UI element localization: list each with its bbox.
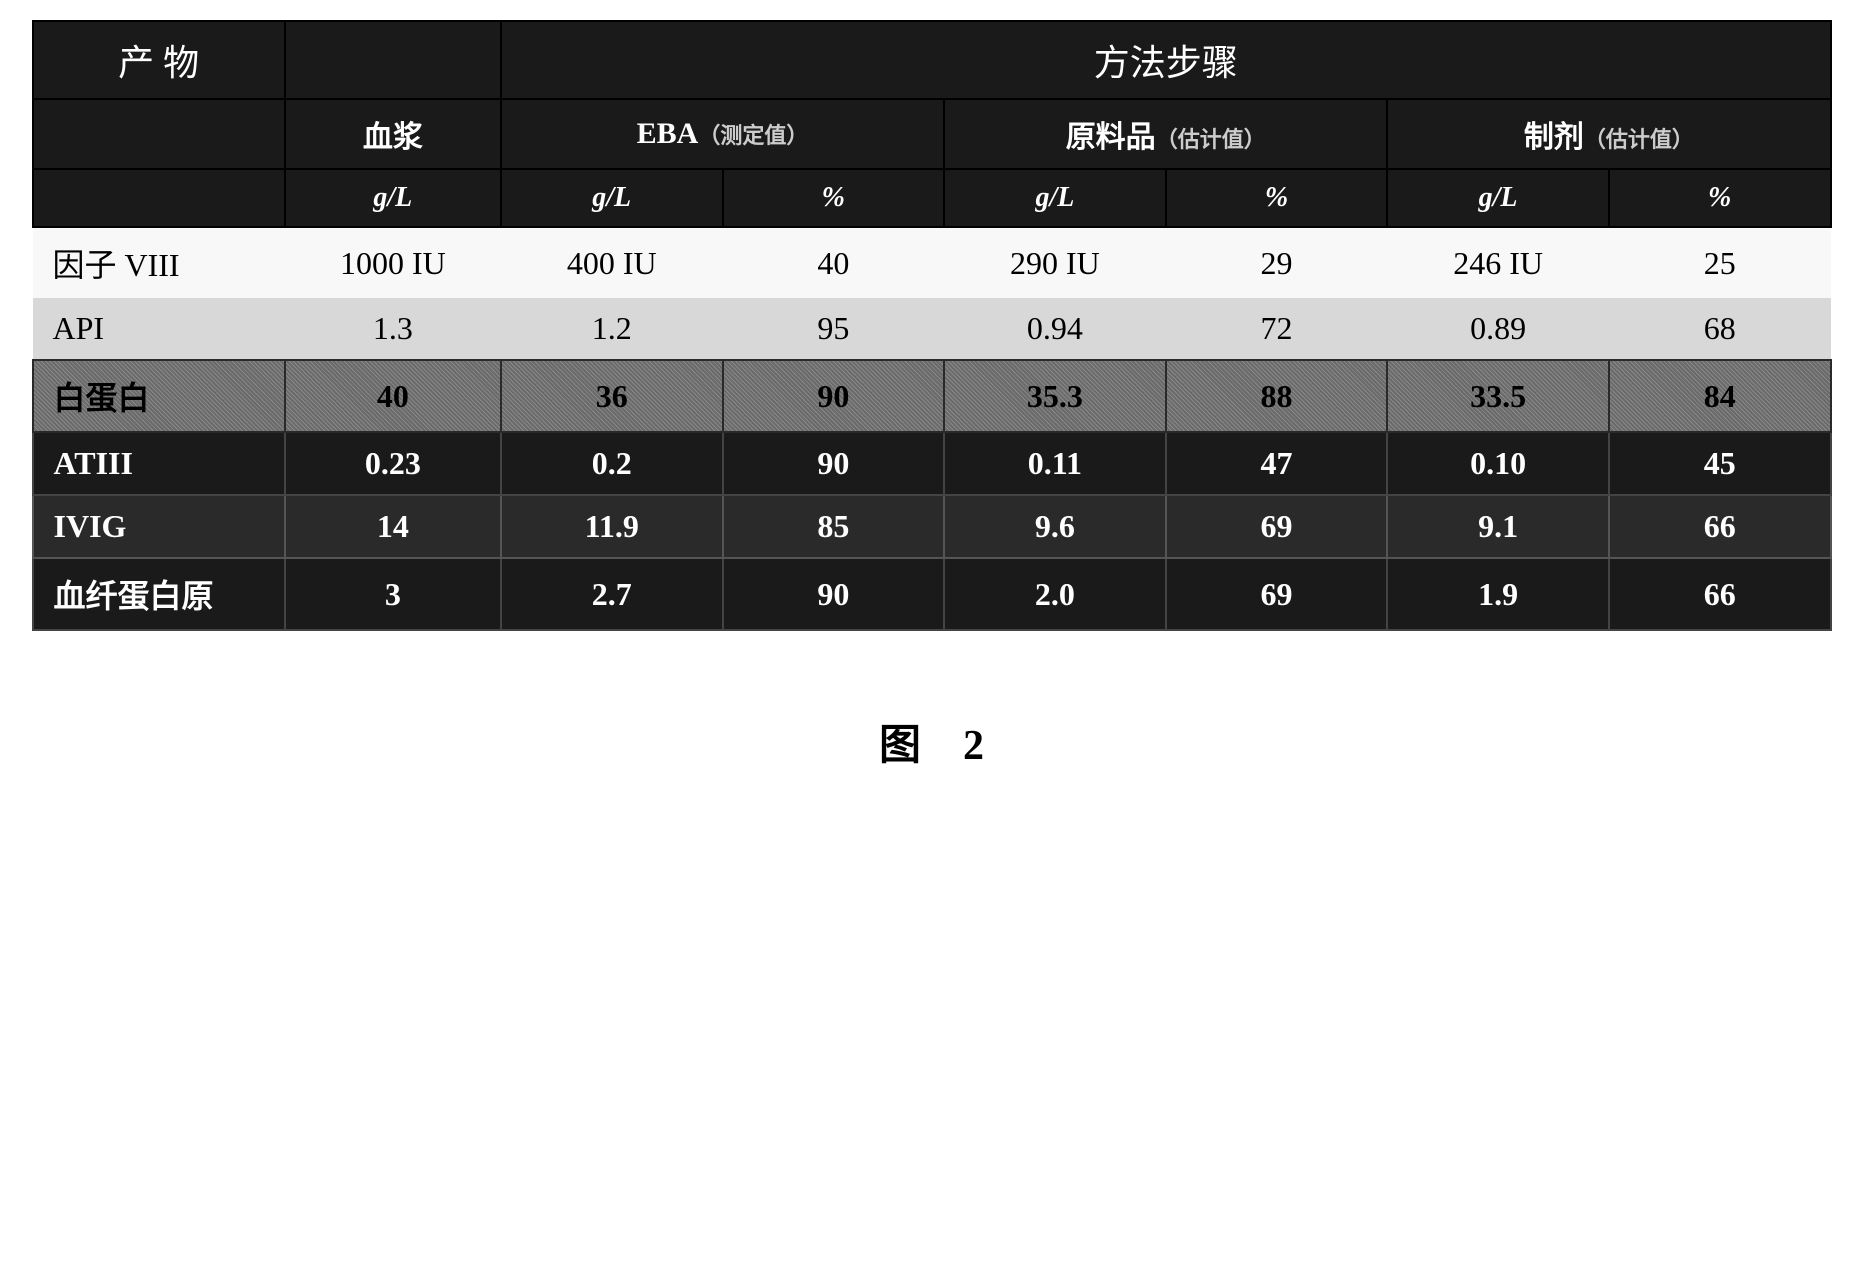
cell-prep_pct: 25	[1609, 227, 1831, 298]
cell-prep_pct: 84	[1609, 360, 1831, 432]
header-raw: 原料品（估计值）	[944, 99, 1387, 169]
cell-eba_pct: 90	[723, 432, 945, 495]
cell-prep_pct: 45	[1609, 432, 1831, 495]
cell-raw_pct: 72	[1166, 298, 1388, 360]
cell-label: ATIII	[33, 432, 285, 495]
cell-raw_pct: 47	[1166, 432, 1388, 495]
cell-plasma: 0.23	[285, 432, 501, 495]
cell-raw_pct: 29	[1166, 227, 1388, 298]
header-prep: 制剂（估计值）	[1387, 99, 1830, 169]
cell-plasma: 14	[285, 495, 501, 558]
cell-plasma: 40	[285, 360, 501, 432]
cell-prep_gl: 0.89	[1387, 298, 1609, 360]
cell-prep_gl: 1.9	[1387, 558, 1609, 630]
header-raw-note: （估计值）	[1156, 127, 1266, 152]
cell-eba_pct: 85	[723, 495, 945, 558]
header-blank	[285, 21, 501, 99]
header-eba-note: （测定值）	[698, 123, 808, 148]
header-prep-label: 制剂	[1524, 121, 1584, 154]
cell-raw_gl: 0.11	[944, 432, 1166, 495]
cell-raw_gl: 35.3	[944, 360, 1166, 432]
cell-label: 血纤蛋白原	[33, 558, 285, 630]
table-body: 因子 VIII1000 IU400 IU40290 IU29246 IU25AP…	[33, 227, 1831, 630]
cell-raw_pct: 69	[1166, 558, 1388, 630]
unit-raw-pct: %	[1166, 169, 1388, 227]
cell-prep_pct: 66	[1609, 558, 1831, 630]
cell-raw_pct: 69	[1166, 495, 1388, 558]
cell-plasma: 1000 IU	[285, 227, 501, 298]
cell-eba_pct: 40	[723, 227, 945, 298]
cell-prep_gl: 9.1	[1387, 495, 1609, 558]
data-table-container: 产 物 方法步骤 血浆 EBA（测定值） 原料品（估计值） 制剂（估计值）	[32, 20, 1832, 631]
cell-prep_pct: 68	[1609, 298, 1831, 360]
header-product: 产 物	[33, 21, 285, 99]
unit-plasma: g/L	[285, 169, 501, 227]
header-eba: EBA（测定值）	[501, 99, 944, 169]
header-method-steps: 方法步骤	[501, 21, 1831, 99]
unit-prep-gl: g/L	[1387, 169, 1609, 227]
cell-prep_gl: 0.10	[1387, 432, 1609, 495]
cell-eba_gl: 11.9	[501, 495, 723, 558]
header-sub-blank1	[33, 99, 285, 169]
header-row-units: g/L g/L % g/L % g/L %	[33, 169, 1831, 227]
cell-eba_pct: 90	[723, 360, 945, 432]
cell-eba_gl: 36	[501, 360, 723, 432]
cell-label: 因子 VIII	[33, 227, 285, 298]
cell-raw_pct: 88	[1166, 360, 1388, 432]
table-row: API1.31.2950.94720.8968	[33, 298, 1831, 360]
caption-label: 图	[879, 721, 921, 768]
cell-eba_gl: 2.7	[501, 558, 723, 630]
cell-raw_gl: 2.0	[944, 558, 1166, 630]
cell-raw_gl: 9.6	[944, 495, 1166, 558]
header-eba-label: EBA	[637, 117, 699, 150]
cell-label: IVIG	[33, 495, 285, 558]
table-row: ATIII0.230.2900.11470.1045	[33, 432, 1831, 495]
header-row-1: 产 物 方法步骤	[33, 21, 1831, 99]
cell-eba_pct: 90	[723, 558, 945, 630]
figure-caption: 图 2	[20, 711, 1843, 772]
caption-number: 2	[963, 723, 984, 769]
cell-raw_gl: 0.94	[944, 298, 1166, 360]
cell-label: API	[33, 298, 285, 360]
cell-label: 白蛋白	[33, 360, 285, 432]
cell-plasma: 3	[285, 558, 501, 630]
unit-eba-gl: g/L	[501, 169, 723, 227]
header-row-2: 血浆 EBA（测定值） 原料品（估计值） 制剂（估计值）	[33, 99, 1831, 169]
cell-eba_gl: 0.2	[501, 432, 723, 495]
cell-eba_pct: 95	[723, 298, 945, 360]
table-row: 白蛋白40369035.38833.584	[33, 360, 1831, 432]
unit-blank	[33, 169, 285, 227]
cell-prep_gl: 246 IU	[1387, 227, 1609, 298]
table-row: IVIG1411.9859.6699.166	[33, 495, 1831, 558]
table-row: 血纤蛋白原32.7902.0691.966	[33, 558, 1831, 630]
header-plasma: 血浆	[285, 99, 501, 169]
unit-raw-gl: g/L	[944, 169, 1166, 227]
header-raw-label: 原料品	[1066, 121, 1156, 154]
unit-eba-pct: %	[723, 169, 945, 227]
cell-raw_gl: 290 IU	[944, 227, 1166, 298]
cell-eba_gl: 400 IU	[501, 227, 723, 298]
unit-prep-pct: %	[1609, 169, 1831, 227]
cell-plasma: 1.3	[285, 298, 501, 360]
cell-prep_pct: 66	[1609, 495, 1831, 558]
data-table: 产 物 方法步骤 血浆 EBA（测定值） 原料品（估计值） 制剂（估计值）	[32, 20, 1832, 631]
table-row: 因子 VIII1000 IU400 IU40290 IU29246 IU25	[33, 227, 1831, 298]
cell-eba_gl: 1.2	[501, 298, 723, 360]
cell-prep_gl: 33.5	[1387, 360, 1609, 432]
header-prep-note: （估计值）	[1584, 127, 1694, 152]
